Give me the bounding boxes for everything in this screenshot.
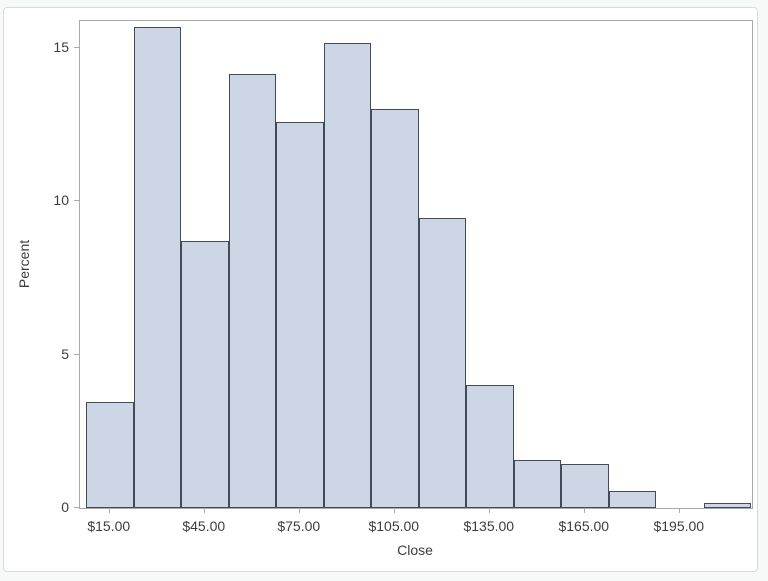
- histogram-bar: [608, 491, 657, 508]
- x-tick-mark: [108, 508, 110, 513]
- y-tick-mark: [74, 46, 79, 48]
- x-tick-label: $105.00: [368, 518, 420, 534]
- histogram-bar: [86, 402, 134, 508]
- x-tick-label: $45.00: [182, 518, 226, 534]
- histogram-bar: [371, 109, 419, 508]
- histogram-bar: [133, 26, 182, 508]
- x-tick-mark: [488, 508, 490, 513]
- histogram-bar: [323, 43, 372, 508]
- y-tick-label: 5: [61, 345, 69, 362]
- histogram-plot-area: [79, 20, 753, 509]
- x-tick-mark: [393, 508, 395, 513]
- chart-card: Percent Close 0 5 10 15 $15.00 $45.00 $75.00 $…: [3, 7, 758, 572]
- histogram-bar: [181, 241, 229, 508]
- histogram-bar: [703, 503, 752, 508]
- histogram-bar: [513, 460, 562, 508]
- x-tick-label: $135.00: [463, 518, 515, 534]
- x-tick-label: $15.00: [87, 518, 131, 534]
- x-axis-title: Close: [397, 542, 433, 558]
- histogram-bar: [418, 218, 467, 508]
- x-tick-mark: [678, 508, 680, 513]
- x-tick-mark: [203, 508, 205, 513]
- x-tick-label: $75.00: [277, 518, 321, 534]
- x-tick-label: $165.00: [558, 518, 610, 534]
- histogram-bar: [276, 121, 324, 508]
- histogram-bar: [466, 385, 514, 508]
- x-tick-mark: [583, 508, 585, 513]
- x-tick-mark: [298, 508, 300, 513]
- y-tick-label: 10: [53, 192, 69, 209]
- y-tick-mark: [74, 353, 79, 355]
- histogram-bar: [561, 463, 609, 508]
- x-tick-label: $195.00: [653, 518, 705, 534]
- y-tick-mark: [74, 200, 79, 202]
- y-tick-label: 0: [61, 499, 69, 515]
- y-tick-mark: [74, 507, 79, 508]
- y-tick-label: 15: [53, 38, 69, 55]
- y-axis-title: Percent: [16, 239, 32, 288]
- histogram-bar: [228, 74, 277, 508]
